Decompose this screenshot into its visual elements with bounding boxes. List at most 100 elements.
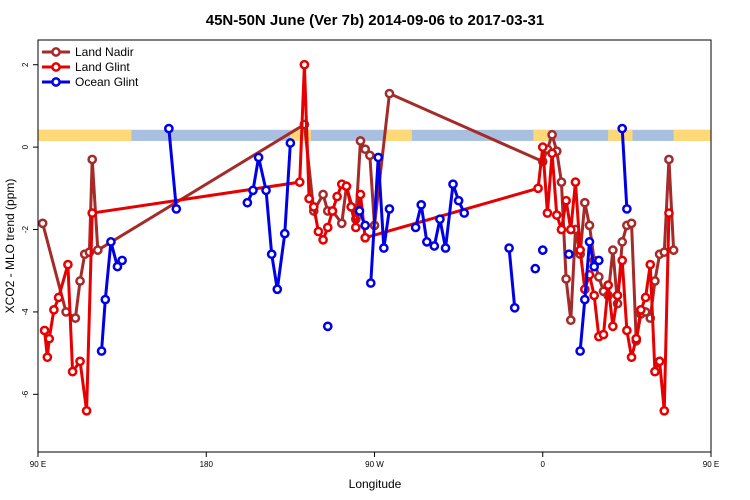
data-point xyxy=(360,144,371,155)
x-tick-label: 0 xyxy=(541,460,546,469)
data-point xyxy=(547,148,557,159)
plot-frame xyxy=(37,39,712,453)
data-point xyxy=(617,123,628,134)
data-point xyxy=(341,181,352,192)
data-point xyxy=(336,218,347,229)
data-point xyxy=(313,226,324,237)
data-point xyxy=(421,237,432,247)
data-point xyxy=(547,129,557,140)
legend-label: Land Nadir xyxy=(75,45,134,59)
data-point xyxy=(242,197,253,208)
data-point xyxy=(598,329,609,340)
data-point xyxy=(37,218,48,229)
legend-item: Land Nadir xyxy=(42,45,134,59)
data-point xyxy=(584,237,595,247)
data-point xyxy=(354,206,365,216)
data-point xyxy=(322,222,333,233)
data-point xyxy=(589,290,600,301)
data-point xyxy=(556,224,567,235)
data-point xyxy=(410,222,421,233)
data-point xyxy=(365,278,376,288)
series-line xyxy=(620,128,629,210)
x-tick-label: 90 E xyxy=(703,460,719,469)
data-point xyxy=(612,290,623,301)
data-point xyxy=(171,204,182,214)
data-point xyxy=(261,185,271,196)
y-axis-label: XCO2 - MLO trend (ppm) xyxy=(3,179,17,314)
data-point xyxy=(659,405,670,416)
data-point xyxy=(565,315,576,326)
chart-title: 45N-50N June (Ver 7b) 2014-09-06 to 2017… xyxy=(206,12,545,29)
data-point xyxy=(384,88,395,99)
series-layer xyxy=(37,59,679,416)
data-point xyxy=(81,405,92,416)
y-tick-label: -6 xyxy=(21,390,30,398)
data-point xyxy=(75,356,85,367)
data-point xyxy=(650,366,660,377)
data-point xyxy=(378,243,389,253)
land-band-segment xyxy=(533,129,549,141)
land-band-segment xyxy=(383,129,412,141)
series-line xyxy=(246,142,292,290)
data-point xyxy=(636,305,646,315)
land-band-segment xyxy=(38,129,132,141)
data-point xyxy=(308,202,319,212)
x-tick-label: 180 xyxy=(200,460,214,469)
data-point xyxy=(561,274,571,284)
x-axis-ticks: 90 E 180 90 W 0 90 E xyxy=(30,452,719,469)
data-point xyxy=(603,280,614,290)
data-point xyxy=(364,150,375,161)
data-point xyxy=(654,356,665,367)
x-axis-label: Longitude xyxy=(349,477,402,491)
y-axis-ticks: -6 -4 -2 0 2 xyxy=(21,62,38,398)
data-point xyxy=(533,183,543,194)
data-point xyxy=(589,261,600,272)
data-point xyxy=(355,136,366,146)
data-point xyxy=(664,208,674,218)
legend-label: Land Glint xyxy=(75,60,130,74)
data-point xyxy=(96,346,107,356)
data-point xyxy=(617,255,628,266)
data-point xyxy=(318,234,328,245)
legend-label: Ocean Glint xyxy=(75,75,139,89)
data-point xyxy=(622,204,632,214)
data-point xyxy=(542,208,553,218)
ocean-band-segment xyxy=(38,129,711,141)
data-point xyxy=(117,255,127,266)
x-tick-label: 90 E xyxy=(30,460,46,469)
data-point xyxy=(360,220,371,231)
data-point xyxy=(304,193,314,204)
data-point xyxy=(564,249,574,260)
data-point xyxy=(322,321,333,332)
legend-swatch-marker xyxy=(51,47,61,57)
data-point xyxy=(556,177,567,187)
y-tick-label: -4 xyxy=(21,308,30,316)
data-point xyxy=(318,189,328,200)
data-point xyxy=(87,154,98,165)
data-point xyxy=(63,259,73,270)
data-point xyxy=(593,272,604,282)
data-point xyxy=(530,263,541,274)
data-point xyxy=(626,218,637,229)
data-point xyxy=(39,325,50,336)
data-point xyxy=(299,59,310,70)
data-point xyxy=(429,241,440,251)
data-point xyxy=(279,228,290,239)
land-band-segment xyxy=(673,129,711,141)
data-point xyxy=(49,305,59,315)
data-point xyxy=(565,224,576,235)
data-point xyxy=(92,245,103,255)
data-point xyxy=(570,177,581,187)
data-point xyxy=(645,259,656,270)
data-point xyxy=(626,352,637,363)
data-point xyxy=(537,245,548,255)
data-point xyxy=(453,195,464,206)
data-point xyxy=(608,321,618,332)
data-point xyxy=(617,237,628,247)
data-point xyxy=(346,202,356,212)
data-point xyxy=(87,208,98,218)
data-point xyxy=(248,185,258,196)
data-point xyxy=(640,292,651,303)
